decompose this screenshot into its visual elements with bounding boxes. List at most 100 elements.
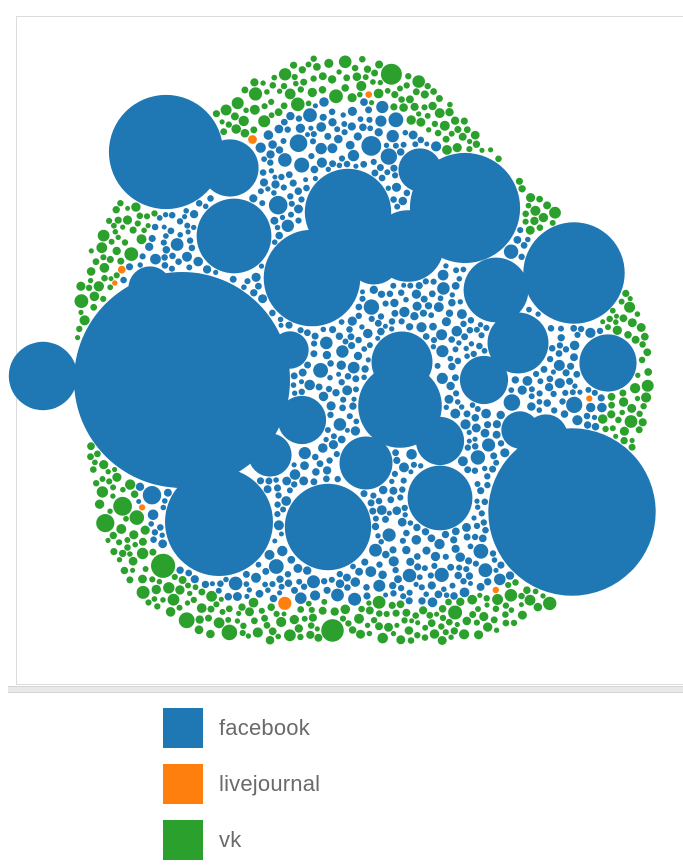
bubble-facebook-555[interactable] [550, 390, 557, 398]
bubble-vk-198[interactable] [483, 595, 490, 602]
bubble-vk-474[interactable] [426, 127, 432, 133]
bubble-vk-333[interactable] [442, 135, 450, 143]
bubble-vk-669[interactable] [245, 633, 252, 639]
bubble-vk-602[interactable] [149, 548, 157, 556]
bubble-facebook-574[interactable] [269, 309, 276, 317]
bubble-vk-106[interactable] [138, 574, 147, 584]
bubble-facebook-232[interactable] [481, 408, 491, 419]
bubble-vk-477[interactable] [96, 514, 115, 533]
bubble-vk-126[interactable] [269, 82, 277, 89]
bubble-vk-400[interactable] [403, 82, 410, 89]
bubble-vk-914[interactable] [205, 614, 212, 622]
bubble-vk-439[interactable] [538, 212, 549, 223]
bubble-facebook-895[interactable] [366, 116, 373, 123]
bubble-vk-780[interactable] [412, 612, 420, 619]
bubble-vk-937[interactable] [345, 620, 352, 627]
bubble-facebook-397[interactable] [465, 557, 473, 565]
bubble-facebook-269[interactable] [158, 539, 168, 549]
bubble-facebook-444[interactable] [292, 390, 298, 396]
bubble-vk-297[interactable] [522, 210, 529, 218]
bubble-facebook-593[interactable] [416, 574, 423, 581]
bubble-facebook-577[interactable] [361, 365, 369, 373]
bubble-facebook-598[interactable] [543, 399, 551, 407]
bubble-facebook-906[interactable] [159, 532, 165, 538]
bubble-facebook-136[interactable] [255, 589, 264, 598]
bubble-facebook-1028[interactable] [464, 466, 472, 474]
bubble-vk-913[interactable] [430, 88, 437, 95]
bubble-vk-195[interactable] [434, 108, 445, 119]
bubble-vk-912[interactable] [375, 60, 384, 69]
bubble-vk-645[interactable] [330, 607, 339, 616]
bubble-vk-202[interactable] [442, 629, 449, 636]
bubble-facebook-717[interactable] [500, 448, 510, 458]
bubble-facebook-871[interactable] [562, 389, 569, 396]
bubble-vk-783[interactable] [466, 146, 473, 153]
bubble-facebook-549[interactable] [484, 578, 492, 586]
bubble-vk-730[interactable] [410, 102, 419, 111]
bubble-facebook-109[interactable] [489, 550, 497, 557]
bubble-vk-562[interactable] [358, 605, 365, 613]
bubble-facebook-483[interactable] [492, 420, 501, 429]
bubble-vk-314[interactable] [297, 86, 304, 93]
bubble-vk-731[interactable] [290, 61, 298, 69]
bubble-facebook-111[interactable] [268, 140, 277, 149]
bubble-vk-192[interactable] [420, 90, 429, 99]
bubble-facebook-283[interactable] [441, 317, 451, 327]
bubble-facebook-426[interactable] [546, 375, 554, 383]
bubble-facebook-296[interactable] [417, 136, 425, 144]
bubble-facebook-159[interactable] [315, 383, 323, 391]
bubble-facebook-249[interactable] [413, 553, 421, 560]
bubble-facebook-542[interactable] [431, 141, 442, 152]
bubble-facebook-743[interactable] [336, 570, 343, 578]
bubble-facebook-866[interactable] [150, 536, 157, 543]
bubble-vk-274[interactable] [126, 576, 134, 584]
bubble-vk-286[interactable] [469, 611, 477, 618]
bubble-facebook-1048[interactable] [390, 164, 398, 172]
bubble-facebook-233[interactable] [461, 333, 469, 341]
bubble-facebook-50[interactable] [257, 188, 264, 195]
bubble-facebook-566[interactable] [157, 524, 164, 531]
bubble-vk-404[interactable] [119, 549, 127, 558]
bubble-facebook-742[interactable] [460, 266, 467, 273]
bubble-facebook-51[interactable] [347, 106, 357, 116]
bubble-vk-570[interactable] [447, 101, 453, 108]
bubble-facebook-65[interactable] [569, 389, 576, 396]
bubble-vk-20[interactable] [365, 606, 374, 615]
bubble-vk-654[interactable] [628, 443, 636, 451]
bubble-facebook-367[interactable] [353, 163, 359, 169]
bubble-vk-113[interactable] [94, 450, 101, 458]
bubble-facebook-544[interactable] [329, 160, 337, 168]
bubble-vk-25[interactable] [278, 68, 292, 81]
bubble-facebook-860[interactable] [353, 351, 363, 361]
bubble-facebook-92[interactable] [403, 529, 410, 537]
bubble-vk-880[interactable] [308, 606, 315, 614]
bubble-facebook-594[interactable] [262, 581, 268, 588]
bubble-vk-561[interactable] [370, 617, 378, 624]
bubble-facebook-45[interactable] [269, 581, 276, 588]
bubble-vk-515[interactable] [274, 108, 283, 117]
bubble-facebook-42[interactable] [490, 452, 498, 460]
bubble-vk-650[interactable] [490, 616, 498, 624]
bubble-facebook-564[interactable] [273, 520, 284, 531]
bubble-vk-1036[interactable] [297, 633, 304, 641]
bubble-vk-933[interactable] [192, 584, 199, 591]
bubble-facebook-781[interactable] [273, 477, 279, 483]
bubble-facebook-377[interactable] [371, 522, 380, 531]
bubble-vk-804[interactable] [627, 318, 637, 328]
bubble-vk-385[interactable] [429, 629, 440, 639]
bubble-vk-592[interactable] [412, 75, 426, 88]
bubble-facebook-738[interactable] [336, 162, 343, 169]
bubble-facebook-143[interactable] [572, 415, 583, 426]
bubble-facebook-357[interactable] [444, 394, 454, 404]
bubble-facebook-16[interactable] [487, 312, 549, 374]
bubble-facebook-750[interactable] [285, 321, 293, 329]
bubble-facebook-495[interactable] [460, 578, 467, 585]
bubble-facebook-137[interactable] [478, 563, 493, 578]
bubble-facebook-530[interactable] [451, 374, 459, 382]
bubble-facebook-1004[interactable] [413, 581, 419, 588]
bubble-facebook-140[interactable] [373, 579, 386, 592]
bubble-vk-625[interactable] [458, 132, 467, 141]
bubble-vk-66[interactable] [439, 120, 450, 131]
bubble-facebook-1002[interactable] [255, 561, 262, 568]
bubble-facebook-634[interactable] [195, 200, 203, 207]
